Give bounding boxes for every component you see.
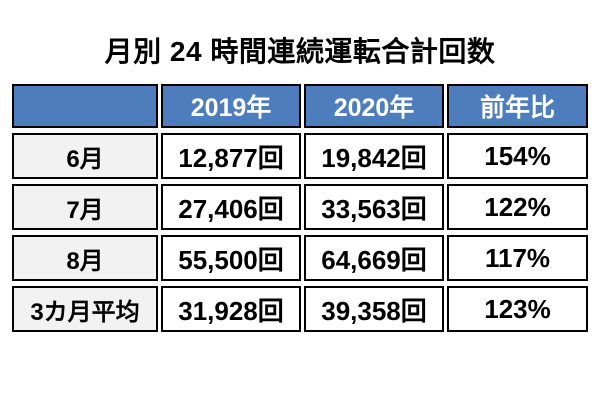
row-label-cell: 8月 — [12, 235, 158, 281]
table-row-june: 6月 12,877回 19,842回 154% — [12, 133, 588, 179]
table-row-july: 7月 27,406回 33,563回 122% — [12, 184, 588, 230]
value-cell-2020: 64,669回 — [304, 235, 444, 281]
row-label-cell: 7月 — [12, 184, 158, 230]
data-table: 2019年 2020年 前年比 6月 12,877回 19,842回 154% … — [9, 79, 591, 337]
header-row: 2019年 2020年 前年比 — [12, 84, 588, 128]
header-corner-cell — [12, 84, 158, 128]
value-cell-yoy: 117% — [447, 235, 588, 281]
value-cell-2019: 55,500回 — [161, 235, 301, 281]
row-label-cell: 6月 — [12, 133, 158, 179]
value-cell-2020: 33,563回 — [304, 184, 444, 230]
chart-title: 月別 24 時間連続運転合計回数 — [104, 36, 496, 67]
value-cell-2020: 19,842回 — [304, 133, 444, 179]
table-row-3month-average: 3カ月平均 31,928回 39,358回 123% — [12, 286, 588, 332]
value-cell-2019: 31,928回 — [161, 286, 301, 332]
header-cell-yoy: 前年比 — [447, 84, 588, 128]
value-cell-yoy: 154% — [447, 133, 588, 179]
table-row-august: 8月 55,500回 64,669回 117% — [12, 235, 588, 281]
value-cell-2019: 12,877回 — [161, 133, 301, 179]
value-cell-2020: 39,358回 — [304, 286, 444, 332]
value-cell-yoy: 122% — [447, 184, 588, 230]
header-cell-2020: 2020年 — [304, 84, 444, 128]
value-cell-yoy: 123% — [447, 286, 588, 332]
value-cell-2019: 27,406回 — [161, 184, 301, 230]
header-cell-2019: 2019年 — [161, 84, 301, 128]
row-label-cell: 3カ月平均 — [12, 286, 158, 332]
